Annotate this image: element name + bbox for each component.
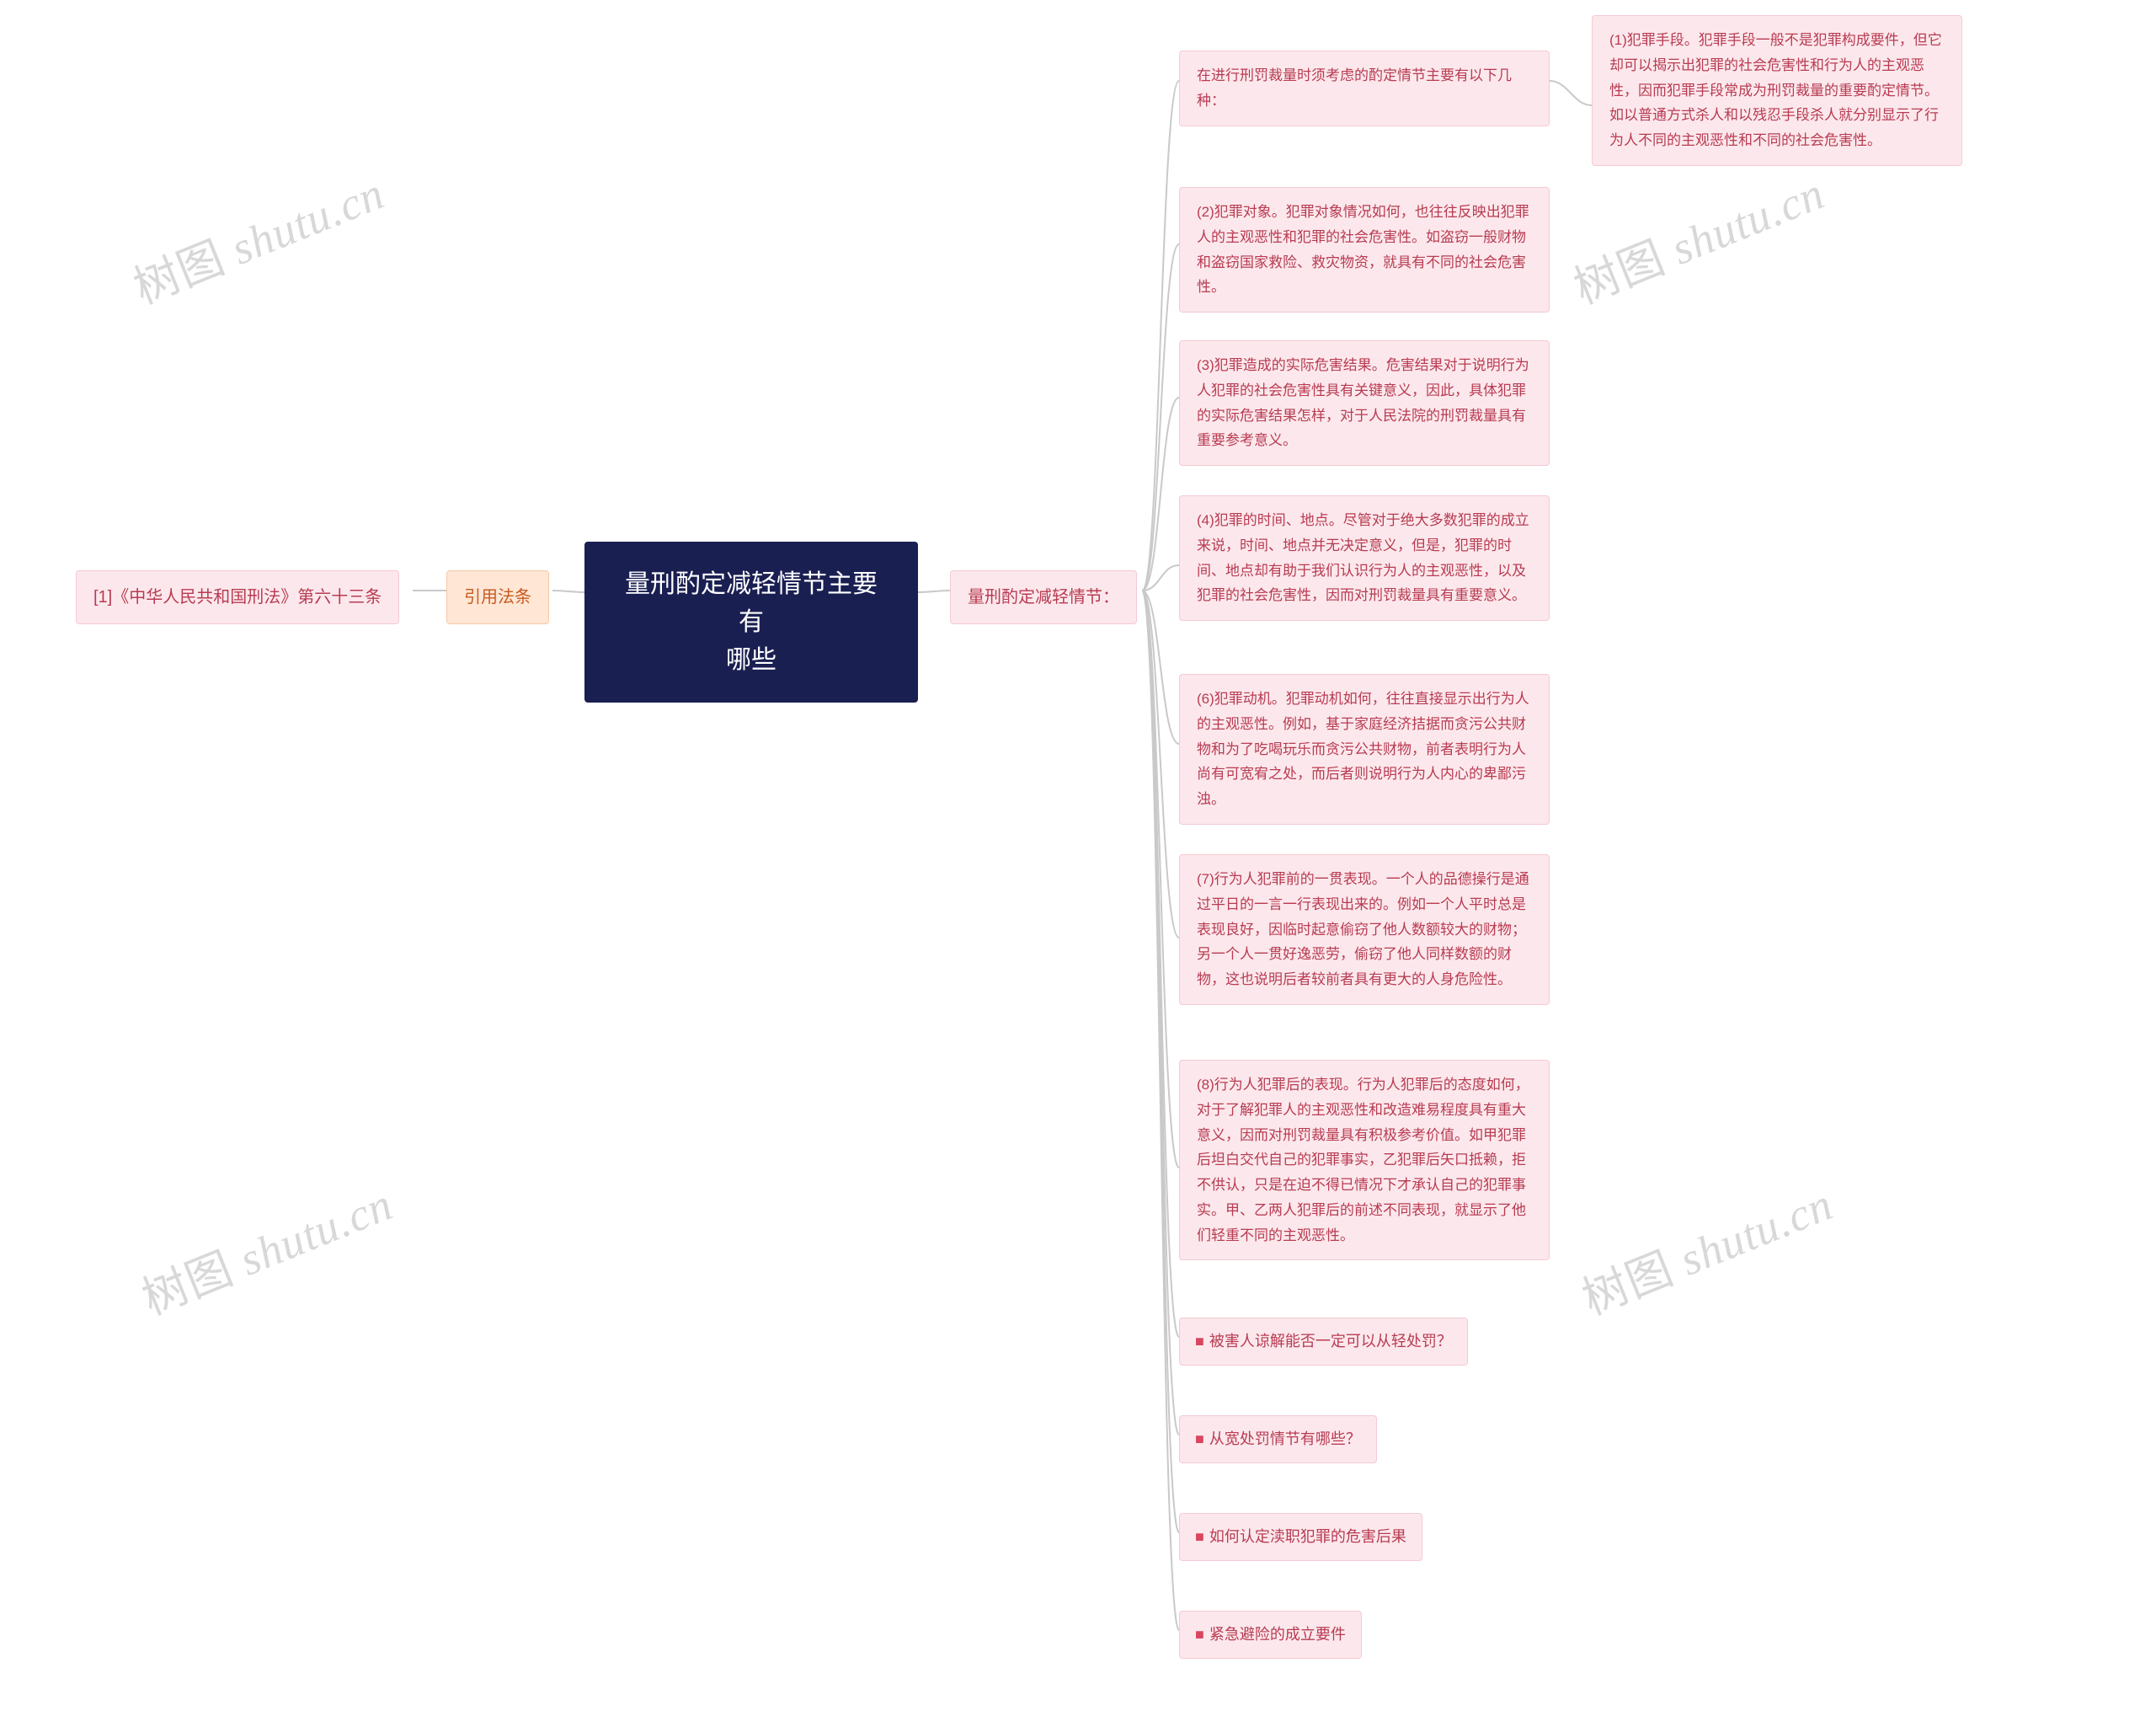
related-link[interactable]: ■被害人谅解能否一定可以从轻处罚？: [1179, 1318, 1468, 1366]
bullet-icon: ■: [1195, 1430, 1204, 1447]
factor-item[interactable]: (8)行为人犯罪后的表现。行为人犯罪后的态度如何，对于了解犯罪人的主观恶性和改造…: [1179, 1060, 1550, 1260]
root-node[interactable]: 量刑酌定减轻情节主要有 哪些: [584, 542, 918, 703]
mindmap-canvas: 树图 shutu.cn 树图 shutu.cn 树图 shutu.cn 树图 s…: [0, 0, 2156, 1716]
bullet-icon: ■: [1195, 1626, 1204, 1643]
branch-citation[interactable]: 引用法条: [446, 570, 549, 624]
related-link[interactable]: ■紧急避险的成立要件: [1179, 1611, 1362, 1659]
factor-item[interactable]: (2)犯罪对象。犯罪对象情况如何，也往往反映出犯罪人的主观恶性和犯罪的社会危害性…: [1179, 187, 1550, 313]
bullet-icon: ■: [1195, 1333, 1204, 1350]
root-line1: 量刑酌定减轻情节主要有: [613, 565, 889, 641]
connectors: [0, 0, 2156, 1716]
factor-item[interactable]: (3)犯罪造成的实际危害结果。危害结果对于说明行为人犯罪的社会危害性具有关键意义…: [1179, 340, 1550, 466]
related-link[interactable]: ■如何认定渎职犯罪的危害后果: [1179, 1513, 1422, 1561]
bullet-icon: ■: [1195, 1528, 1204, 1545]
factor-detail[interactable]: (1)犯罪手段。犯罪手段一般不是犯罪构成要件，但它却可以揭示出犯罪的社会危害性和…: [1592, 15, 1962, 166]
factor-item[interactable]: (6)犯罪动机。犯罪动机如何，往往直接显示出行为人的主观恶性。例如，基于家庭经济…: [1179, 674, 1550, 825]
factor-item[interactable]: (4)犯罪的时间、地点。尽管对于绝大多数犯罪的成立来说，时间、地点并无决定意义，…: [1179, 495, 1550, 621]
root-line2: 哪些: [613, 641, 889, 679]
factor-item[interactable]: 在进行刑罚裁量时须考虑的酌定情节主要有以下几种：: [1179, 51, 1550, 126]
branch-factors[interactable]: 量刑酌定减轻情节：: [950, 570, 1137, 624]
related-link[interactable]: ■从宽处罚情节有哪些？: [1179, 1415, 1377, 1463]
citation-leaf[interactable]: [1]《中华人民共和国刑法》第六十三条: [76, 570, 399, 624]
factor-item[interactable]: (7)行为人犯罪前的一贯表现。一个人的品德操行是通过平日的一言一行表现出来的。例…: [1179, 854, 1550, 1005]
